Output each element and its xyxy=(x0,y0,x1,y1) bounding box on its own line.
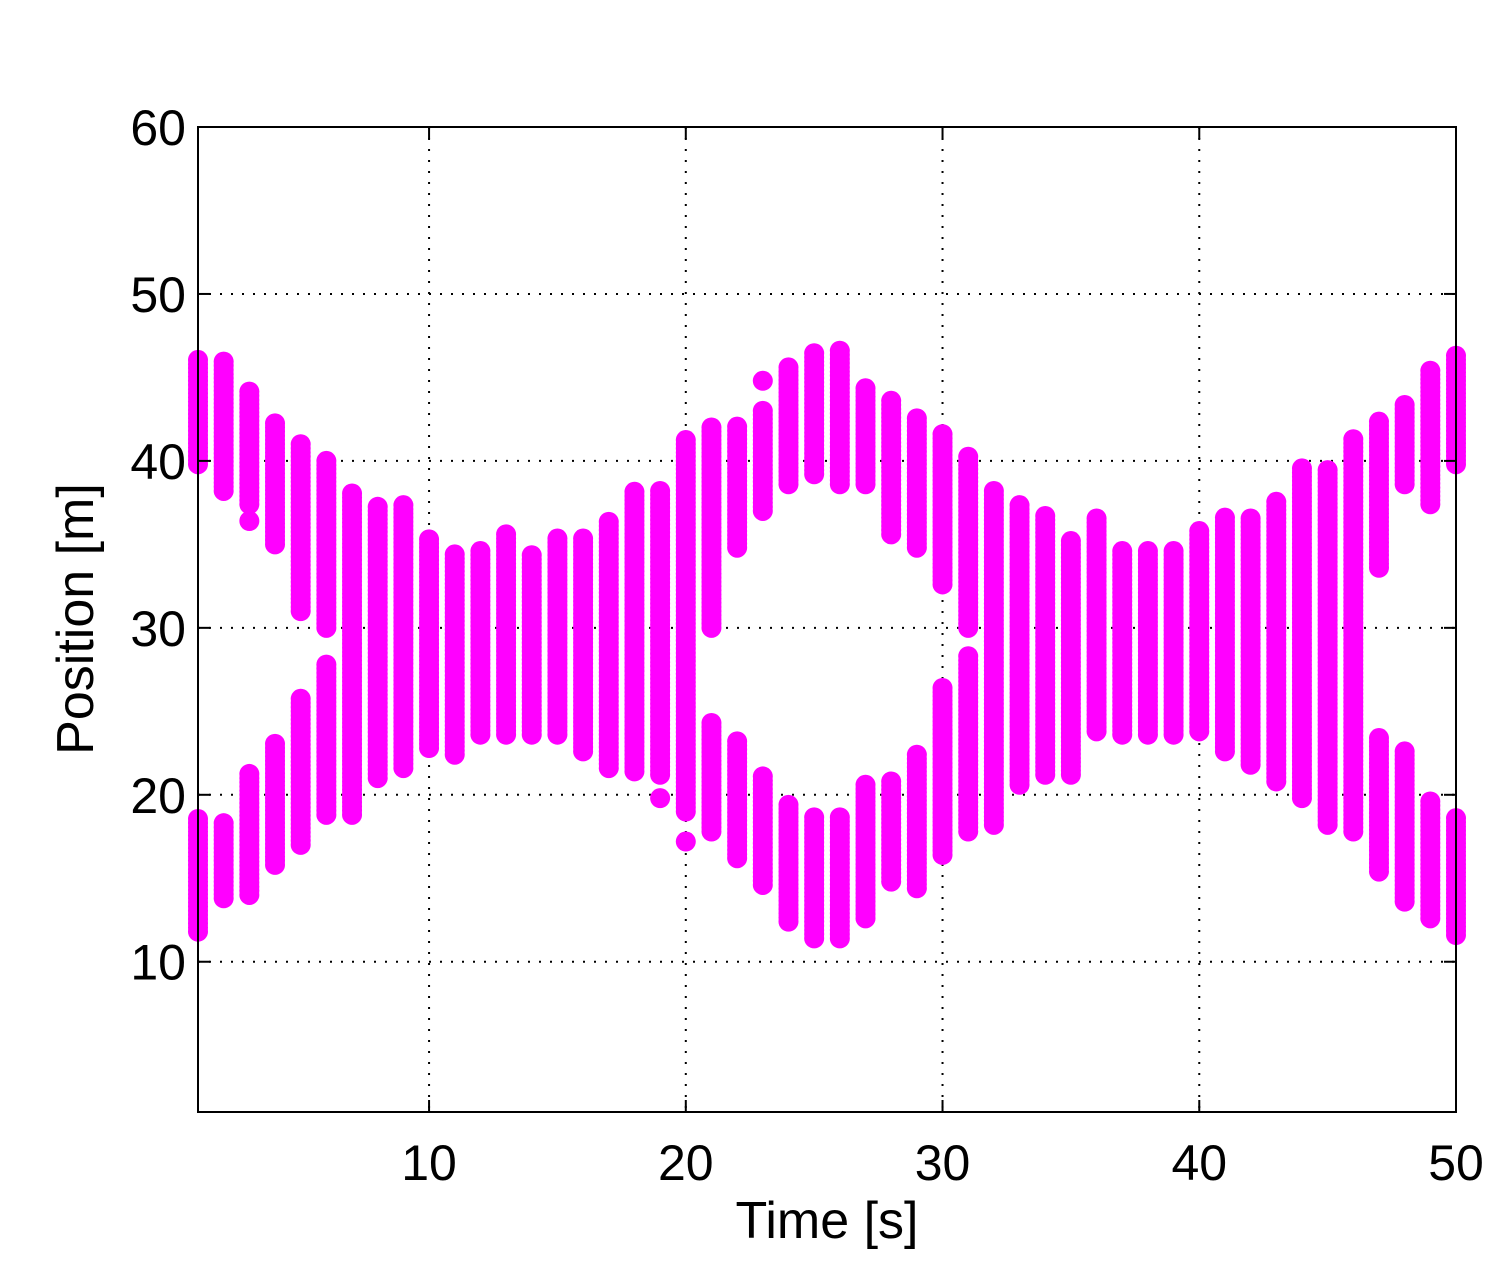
data-point xyxy=(804,343,825,364)
y-tick-label: 20 xyxy=(130,768,186,824)
data-point xyxy=(701,713,722,734)
data-point xyxy=(1137,541,1158,562)
data-point xyxy=(265,733,286,754)
data-point xyxy=(1368,728,1389,749)
data-point xyxy=(881,771,902,792)
y-axis-label: Position [m] xyxy=(47,483,105,755)
data-point xyxy=(239,511,260,531)
data-point xyxy=(778,794,799,815)
data-point xyxy=(598,511,619,532)
data-point xyxy=(1112,541,1133,562)
data-point xyxy=(752,766,773,787)
data-point xyxy=(393,495,414,516)
data-point xyxy=(675,831,696,852)
data-point xyxy=(1163,541,1184,562)
x-tick-label: 40 xyxy=(1171,1135,1227,1191)
y-tick-label: 60 xyxy=(130,100,186,156)
data-point xyxy=(444,544,465,565)
data-point xyxy=(1214,507,1235,528)
data-point xyxy=(1317,460,1338,481)
data-point xyxy=(624,481,645,502)
y-tick-label: 50 xyxy=(130,267,186,323)
data-point xyxy=(701,417,722,438)
data-point xyxy=(1009,495,1030,516)
x-axis-label: Time [s] xyxy=(736,1192,919,1250)
data-point xyxy=(1060,531,1081,552)
data-point xyxy=(1420,791,1441,812)
data-point xyxy=(213,351,234,372)
data-point xyxy=(983,480,1004,501)
data-point xyxy=(650,788,671,809)
data-point xyxy=(342,483,363,504)
data-point xyxy=(1394,741,1415,762)
axis-ticks xyxy=(198,126,1457,1112)
x-tick-label: 30 xyxy=(915,1135,971,1191)
data-point xyxy=(829,340,850,361)
tick-labels: 10 20 30 40 50 10 20 30 40 50 60 xyxy=(130,100,1483,1191)
data-point xyxy=(932,424,953,445)
data-point xyxy=(650,480,671,501)
data-point xyxy=(752,400,773,421)
data-point xyxy=(1266,491,1287,512)
data-point xyxy=(1189,521,1210,542)
data-point xyxy=(521,545,542,566)
data-point xyxy=(470,541,491,562)
data-point xyxy=(958,446,979,467)
data-point xyxy=(1343,429,1364,450)
x-tick-label: 50 xyxy=(1428,1135,1484,1191)
x-tick-label: 20 xyxy=(658,1135,714,1191)
data-point xyxy=(1035,505,1056,526)
data-point xyxy=(1368,411,1389,432)
data-point xyxy=(265,413,286,434)
y-tick-label: 10 xyxy=(130,935,186,991)
data-point xyxy=(829,807,850,828)
data-point xyxy=(906,408,927,429)
data-point xyxy=(855,774,876,795)
y-tick-label: 30 xyxy=(130,601,186,657)
data-points xyxy=(188,340,1466,949)
data-point xyxy=(290,434,311,455)
data-point xyxy=(1394,394,1415,415)
data-point xyxy=(316,654,337,675)
data-point xyxy=(752,370,773,391)
data-point xyxy=(1086,508,1107,529)
data-point xyxy=(727,731,748,752)
data-point xyxy=(239,763,260,784)
data-point xyxy=(1420,360,1441,381)
x-tick-label: 10 xyxy=(401,1135,457,1191)
data-point xyxy=(958,646,979,667)
data-point xyxy=(906,744,927,765)
data-point xyxy=(778,357,799,378)
data-point xyxy=(881,390,902,411)
plot-frame xyxy=(197,126,1457,1113)
data-point xyxy=(213,813,234,834)
data-point xyxy=(316,450,337,471)
data-point xyxy=(1240,508,1261,529)
data-point xyxy=(290,688,311,709)
y-tick-label: 40 xyxy=(130,434,186,490)
data-point xyxy=(804,807,825,828)
data-point xyxy=(367,496,388,517)
data-point xyxy=(239,381,260,402)
data-point xyxy=(675,430,696,451)
data-point xyxy=(419,529,440,550)
data-point xyxy=(727,416,748,437)
data-point xyxy=(547,528,568,549)
data-point xyxy=(573,528,594,549)
data-point xyxy=(1291,458,1312,479)
data-point xyxy=(932,677,953,698)
data-point xyxy=(496,524,517,545)
data-point xyxy=(855,378,876,399)
